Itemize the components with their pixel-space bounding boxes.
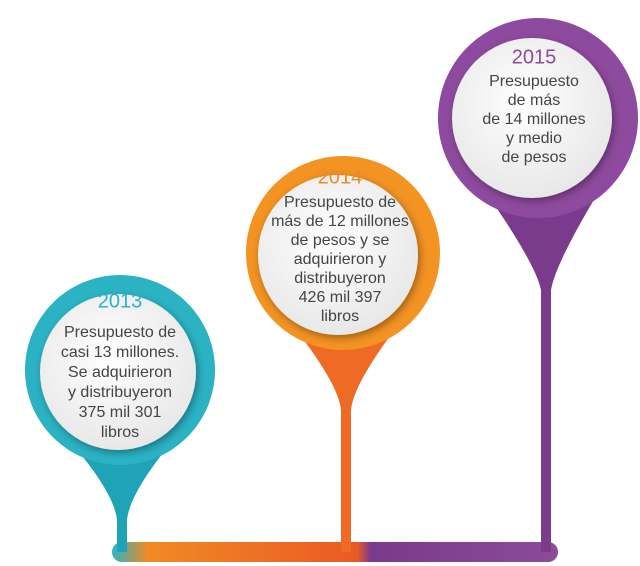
description-line: de 14 millones bbox=[482, 111, 585, 128]
year: 2013 bbox=[98, 290, 143, 312]
pin-2015 bbox=[438, 18, 638, 552]
description-line: adquirieron y bbox=[294, 251, 387, 268]
pin-2013 bbox=[25, 275, 215, 552]
description-line: distribuyeron bbox=[294, 270, 386, 287]
base-bar bbox=[112, 542, 558, 562]
description-line: Se adquirieron bbox=[68, 364, 172, 381]
description-line: libros bbox=[321, 308, 359, 325]
description-line: libros bbox=[101, 424, 139, 441]
description-line: 426 mil 397 bbox=[299, 289, 382, 306]
description-line: de más bbox=[508, 92, 560, 109]
year: 2015 bbox=[512, 46, 557, 68]
description-line: 375 mil 301 bbox=[79, 404, 162, 421]
description-line: Presupuesto de bbox=[64, 324, 176, 341]
description-line: de pesos bbox=[502, 149, 567, 166]
description-line: de pesos y se bbox=[291, 232, 390, 249]
description-line: más de 12 millones bbox=[271, 213, 409, 230]
description-line: y distribuyeron bbox=[68, 384, 172, 401]
description-line: Presupuesto bbox=[489, 73, 579, 90]
pin-2014 bbox=[246, 156, 440, 552]
description-line: casi 13 millones. bbox=[61, 344, 179, 361]
description-line: y medio bbox=[506, 130, 562, 147]
year: 2014 bbox=[318, 166, 363, 188]
description-line: Presupuesto de bbox=[284, 194, 396, 211]
